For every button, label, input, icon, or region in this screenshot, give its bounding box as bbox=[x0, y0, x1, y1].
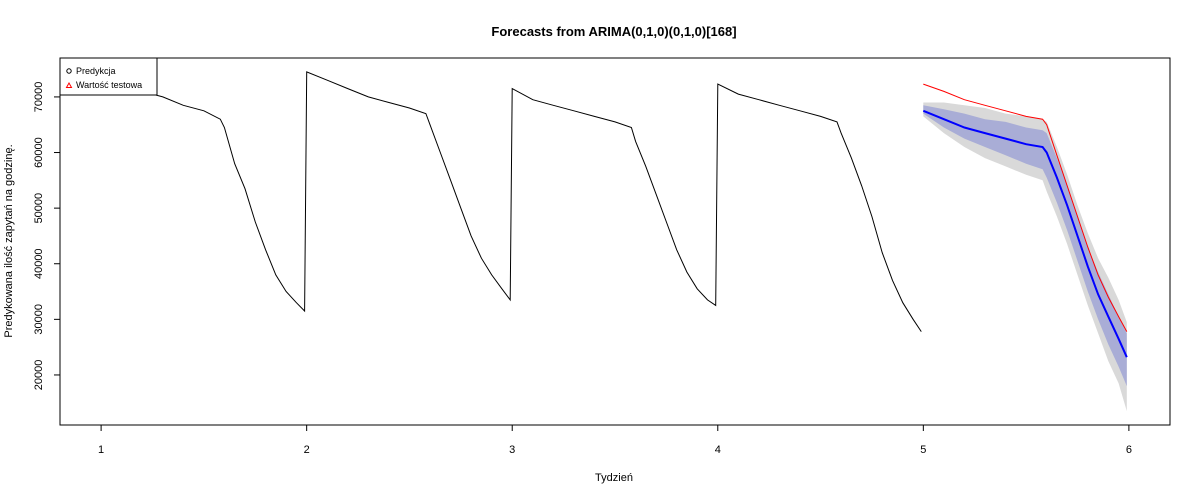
x-axis-title: Tydzień bbox=[595, 472, 633, 484]
series-line-test bbox=[923, 83, 1128, 332]
chart-title: Forecasts from ARIMA(0,1,0)(0,1,0)[168] bbox=[491, 24, 736, 39]
y-tick-label: 50000 bbox=[33, 193, 45, 224]
y-tick-label: 60000 bbox=[33, 137, 45, 168]
legend-symbol-triangle bbox=[65, 81, 73, 88]
y-axis-title: Predykowana ilość zapytań na godzinę. bbox=[3, 144, 15, 337]
x-tick-label: 5 bbox=[920, 444, 926, 456]
y-tick-label: 30000 bbox=[33, 304, 45, 335]
x-tick-label: 2 bbox=[304, 444, 310, 456]
x-tick-label: 3 bbox=[509, 444, 515, 456]
series-lines bbox=[100, 71, 1128, 358]
series-line-history bbox=[100, 71, 922, 332]
legend-label-wartosc-testowa: Wartość testowa bbox=[76, 80, 142, 90]
x-tick-label: 4 bbox=[715, 444, 721, 456]
legend-box bbox=[59, 57, 158, 96]
y-axis: 20000 30000 40000 50000 60000 70000 bbox=[33, 82, 61, 391]
y-tick-label: 70000 bbox=[33, 82, 45, 113]
legend: Predykcja Wartość testowa bbox=[59, 57, 158, 96]
legend-label-predykcja: Predykcja bbox=[76, 66, 116, 76]
x-tick-label: 1 bbox=[98, 444, 104, 456]
y-tick-label: 40000 bbox=[33, 248, 45, 279]
series-line-forecast bbox=[922, 109, 1128, 358]
y-tick-label: 20000 bbox=[33, 360, 45, 391]
legend-symbol-circle bbox=[66, 68, 72, 74]
band-80 bbox=[923, 105, 1127, 387]
confidence-bands bbox=[923, 102, 1127, 412]
x-axis: 1 2 3 4 5 6 bbox=[98, 424, 1132, 456]
x-tick-label: 6 bbox=[1126, 444, 1132, 456]
